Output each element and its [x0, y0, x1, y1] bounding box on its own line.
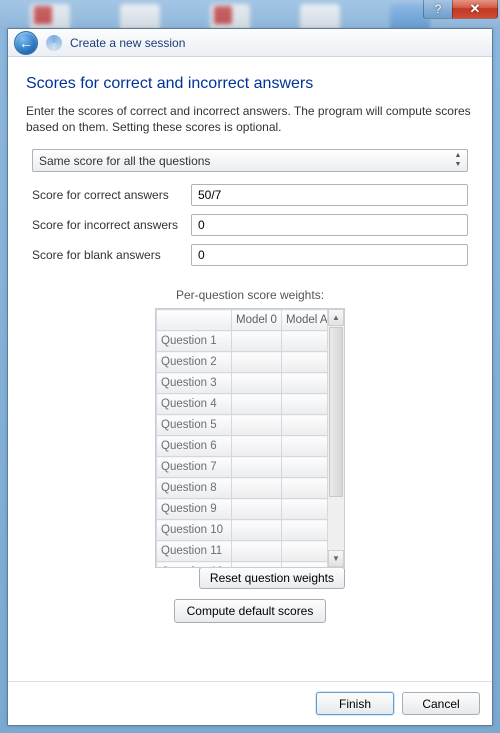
cell-model0[interactable] — [232, 541, 282, 562]
col-header-modelA[interactable]: Model A — [282, 310, 328, 331]
weights-heading: Per-question score weights: — [26, 288, 474, 302]
row-label: Question 6 — [157, 436, 232, 457]
table-row: Question 8 — [157, 478, 328, 499]
row-label: Question 5 — [157, 415, 232, 436]
weights-table-container: Model 0 Model A Question 1Question 2Ques… — [155, 308, 345, 568]
toolbar-title: Create a new session — [70, 36, 185, 50]
close-button[interactable]: ✕ — [452, 0, 498, 19]
input-blank[interactable] — [191, 244, 468, 266]
spinner-icon: ▲▼ — [451, 152, 465, 169]
row-label: Question 7 — [157, 457, 232, 478]
scroll-thumb[interactable] — [329, 327, 343, 497]
dropdown-selected-label: Same score for all the questions — [39, 154, 210, 168]
score-mode-dropdown[interactable]: Same score for all the questions ▲▼ — [32, 149, 468, 172]
cell-modelA[interactable] — [282, 373, 328, 394]
table-row: Question 5 — [157, 415, 328, 436]
cell-modelA[interactable] — [282, 352, 328, 373]
table-row: Question 3 — [157, 373, 328, 394]
window-controls: ? ✕ — [423, 0, 498, 19]
table-row: Question 7 — [157, 457, 328, 478]
label-incorrect: Score for incorrect answers — [32, 218, 187, 232]
row-label: Question 10 — [157, 520, 232, 541]
dialog-frame: ← Create a new session Scores for correc… — [7, 28, 493, 726]
row-label: Question 2 — [157, 352, 232, 373]
row-label: Question 1 — [157, 331, 232, 352]
weights-table: Model 0 Model A Question 1Question 2Ques… — [156, 309, 327, 567]
cell-modelA[interactable] — [282, 541, 328, 562]
label-correct: Score for correct answers — [32, 188, 187, 202]
table-row: Question 11 — [157, 541, 328, 562]
help-button[interactable]: ? — [423, 0, 453, 19]
cell-model0[interactable] — [232, 373, 282, 394]
input-incorrect[interactable] — [191, 214, 468, 236]
cell-model0[interactable] — [232, 331, 282, 352]
row-label: Question 3 — [157, 373, 232, 394]
cell-model0[interactable] — [232, 499, 282, 520]
row-label: Question 4 — [157, 394, 232, 415]
dialog-footer: Finish Cancel — [8, 681, 492, 725]
page-description: Enter the scores of correct and incorrec… — [26, 103, 474, 135]
titlebar: ? ✕ — [0, 0, 500, 28]
cell-modelA[interactable] — [282, 394, 328, 415]
back-button[interactable]: ← — [14, 31, 38, 55]
table-row: Question 4 — [157, 394, 328, 415]
col-header-blank — [157, 310, 232, 331]
table-row: Question 2 — [157, 352, 328, 373]
compute-scores-button[interactable]: Compute default scores — [174, 599, 327, 623]
row-correct: Score for correct answers — [32, 184, 468, 206]
table-row: Question 1 — [157, 331, 328, 352]
cell-modelA[interactable] — [282, 499, 328, 520]
col-header-model0[interactable]: Model 0 — [232, 310, 282, 331]
input-correct[interactable] — [191, 184, 468, 206]
cell-modelA[interactable] — [282, 520, 328, 541]
cell-model0[interactable] — [232, 352, 282, 373]
scroll-down-icon[interactable]: ▼ — [328, 550, 344, 567]
toolbar: ← Create a new session — [8, 29, 492, 57]
cell-model0[interactable] — [232, 520, 282, 541]
table-header-row: Model 0 Model A — [157, 310, 328, 331]
content-area: Scores for correct and incorrect answers… — [8, 57, 492, 681]
cancel-button[interactable]: Cancel — [402, 692, 480, 715]
table-row: Question 9 — [157, 499, 328, 520]
cell-modelA[interactable] — [282, 457, 328, 478]
cell-model0[interactable] — [232, 457, 282, 478]
finish-button[interactable]: Finish — [316, 692, 394, 715]
cell-modelA[interactable] — [282, 562, 328, 568]
row-incorrect: Score for incorrect answers — [32, 214, 468, 236]
cell-model0[interactable] — [232, 562, 282, 568]
row-label: Question 11 — [157, 541, 232, 562]
vertical-scrollbar[interactable]: ▲ ▼ — [327, 309, 344, 567]
row-blank: Score for blank answers — [32, 244, 468, 266]
cell-modelA[interactable] — [282, 478, 328, 499]
weights-table-scroll: Model 0 Model A Question 1Question 2Ques… — [156, 309, 327, 567]
page-title: Scores for correct and incorrect answers — [26, 75, 474, 93]
cell-model0[interactable] — [232, 478, 282, 499]
cell-modelA[interactable] — [282, 331, 328, 352]
label-blank: Score for blank answers — [32, 248, 187, 262]
cell-modelA[interactable] — [282, 415, 328, 436]
table-row: Question 10 — [157, 520, 328, 541]
cell-model0[interactable] — [232, 436, 282, 457]
back-arrow-icon: ← — [19, 35, 33, 51]
app-icon — [46, 35, 62, 51]
reset-wrap: Reset question weights — [155, 567, 345, 589]
row-label: Question 8 — [157, 478, 232, 499]
row-label: Question 9 — [157, 499, 232, 520]
dialog-window: ? ✕ ← Create a new session Scores for co… — [0, 0, 500, 733]
cell-model0[interactable] — [232, 394, 282, 415]
reset-weights-button[interactable]: Reset question weights — [199, 567, 345, 589]
cell-model0[interactable] — [232, 415, 282, 436]
cell-modelA[interactable] — [282, 436, 328, 457]
table-row: Question 6 — [157, 436, 328, 457]
scroll-up-icon[interactable]: ▲ — [328, 309, 344, 326]
row-label: Question 12 — [157, 562, 232, 568]
table-row: Question 12 — [157, 562, 328, 568]
